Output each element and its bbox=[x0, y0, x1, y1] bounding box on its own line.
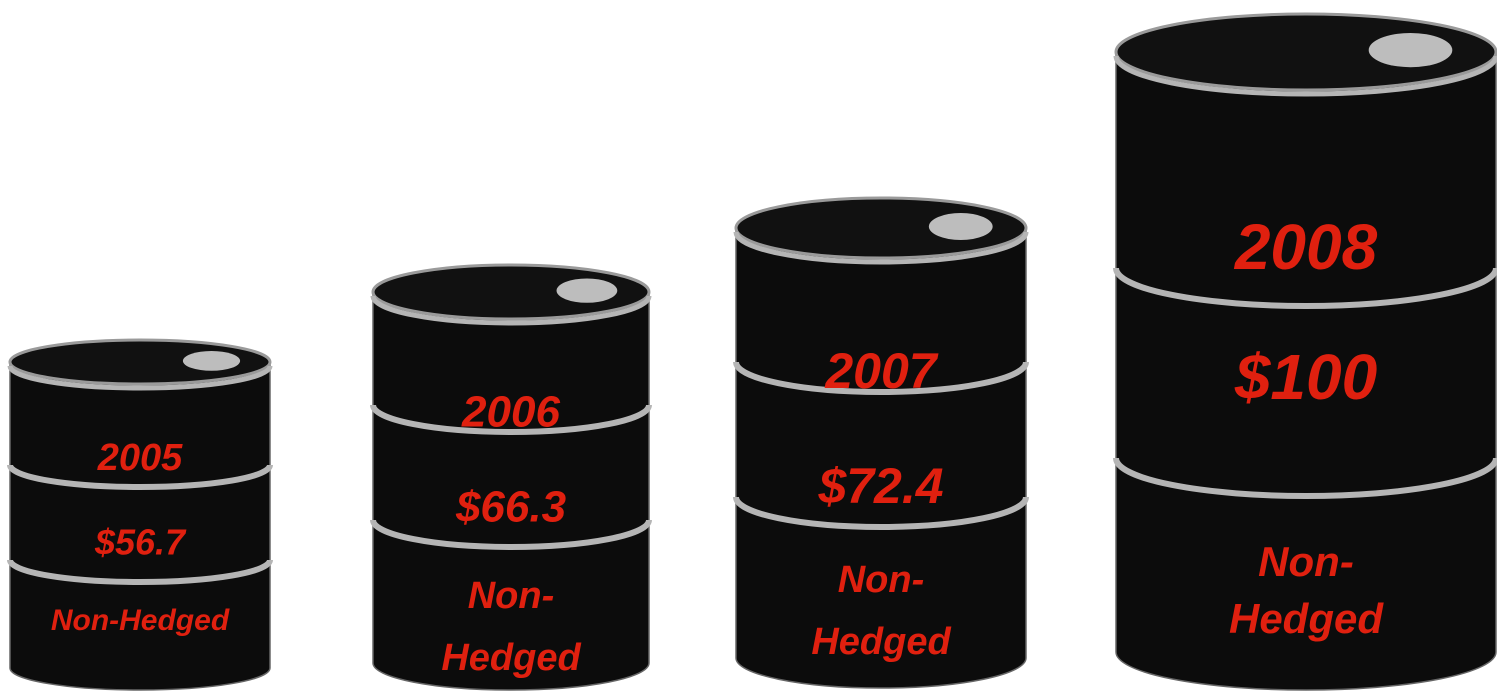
barrel-rim bbox=[733, 231, 1029, 265]
barrel-rib bbox=[370, 404, 652, 435]
barrel-label: Hedged bbox=[1229, 595, 1384, 642]
barrel-year: 2007 bbox=[824, 343, 938, 399]
barrel-rim bbox=[370, 295, 652, 326]
barrel-year: 2008 bbox=[1234, 211, 1378, 283]
barrel-body bbox=[9, 361, 271, 691]
barrel-label: Non-Hedged bbox=[51, 604, 230, 637]
barrel-cap bbox=[1368, 33, 1453, 68]
barrel-rim bbox=[7, 365, 273, 391]
barrel-rib bbox=[1113, 267, 1497, 309]
barrel-rib bbox=[7, 559, 273, 585]
barrel-label: Hedged bbox=[811, 621, 951, 663]
barrel-rib bbox=[733, 361, 1029, 395]
barrel-label: Non- bbox=[468, 575, 555, 617]
barrel: 2006 $66.3 Non- Hedged bbox=[370, 263, 652, 691]
barrel-year: 2006 bbox=[461, 388, 560, 437]
barrel-price: $66.3 bbox=[455, 483, 566, 532]
barrel-cap bbox=[182, 351, 241, 371]
barrel-body bbox=[372, 291, 650, 691]
barrel-top bbox=[8, 338, 272, 386]
barrel: 2008 $100 Non- Hedged bbox=[1113, 12, 1497, 691]
barrel-top bbox=[1114, 12, 1497, 92]
barrel-body bbox=[1115, 51, 1497, 691]
barrel-year: 2005 bbox=[97, 437, 183, 479]
barrel-top bbox=[371, 263, 651, 321]
barrel-rib bbox=[7, 464, 273, 490]
barrel-cap bbox=[928, 213, 993, 240]
barrel-price: $72.4 bbox=[817, 458, 943, 514]
barrel-body bbox=[735, 227, 1027, 689]
barrel-label: Hedged bbox=[441, 637, 581, 679]
barrel-rib bbox=[1113, 457, 1497, 499]
barrel-rim bbox=[1113, 55, 1497, 97]
barrel-label: Non- bbox=[838, 559, 925, 601]
barrel-cap bbox=[556, 278, 618, 303]
barrel: 2005 $56.7 Non-Hedged bbox=[7, 338, 273, 691]
barrel-label: Non- bbox=[1258, 538, 1354, 585]
barrel: 2007 $72.4 Non- Hedged bbox=[733, 196, 1029, 689]
barrel-rib bbox=[733, 496, 1029, 530]
barrel-price: $100 bbox=[1234, 341, 1377, 413]
barrel-rib bbox=[370, 519, 652, 550]
barrel-top bbox=[734, 196, 1028, 260]
barrel-price: $56.7 bbox=[94, 522, 187, 563]
